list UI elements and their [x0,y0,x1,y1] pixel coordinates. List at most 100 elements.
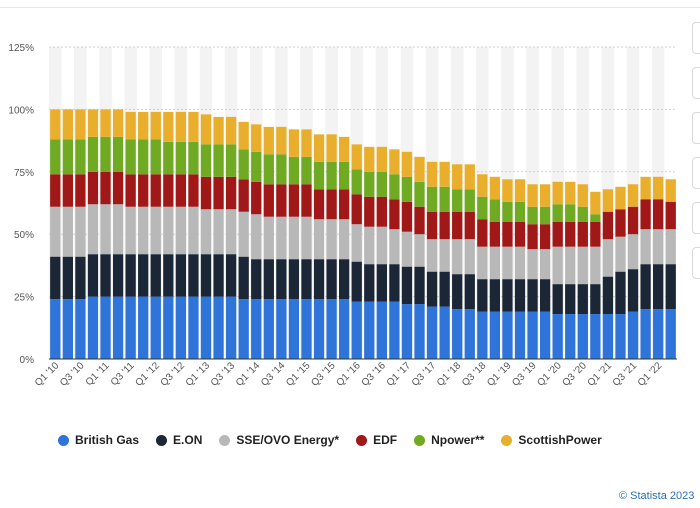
bar-segment [489,176,501,200]
bar-segment [339,259,350,300]
x-tick-label: Q1 '19 [485,360,514,389]
side-tool-button[interactable] [692,157,700,189]
bar-segment [125,206,136,255]
bar-segment [50,174,61,207]
bar-segment [238,211,249,257]
bar-segment [351,301,362,359]
bar-segment [653,229,664,265]
bar-segment [414,266,425,305]
bar-segment [439,186,450,212]
bar-segment [552,284,563,315]
legend-label: Npower** [431,433,485,447]
bar-segment [200,176,212,210]
legend-item[interactable]: E.ON [156,433,202,447]
bar-segment [213,144,224,177]
bar-segment [125,111,136,140]
bar-segment [100,204,111,255]
bar-segment [389,264,400,302]
bar-segment [527,184,538,207]
bar-segment [401,176,413,202]
bar-segment [225,116,237,145]
legend-item[interactable]: SSE/OVO Energy* [219,433,339,447]
bar-segment [301,216,312,260]
x-tick-label: Q1 '21 [586,360,615,389]
bar-segment [477,174,488,197]
bar-segment [602,189,614,212]
bar-segment [552,221,563,247]
bar-segment [653,199,664,230]
bar-segment [565,181,576,205]
bar-segment [238,121,249,150]
bar-segment [313,259,325,300]
bar-segment [87,136,99,172]
legend-item[interactable]: Npower** [414,433,484,447]
side-tool-button[interactable] [692,112,700,144]
x-tick-label: Q3 '12 [159,360,188,389]
side-tool-button[interactable] [692,67,700,99]
bar-segment [288,156,300,185]
bar-segment [439,271,450,307]
side-tool-button[interactable] [692,202,700,234]
y-tick-label: 100% [8,105,34,116]
legend-item[interactable]: ScottishPower [501,433,602,447]
bar-segment [150,254,161,297]
bar-segment [452,309,463,359]
bar-segment [288,184,300,217]
side-tool-button[interactable] [692,247,700,279]
bar-segment [426,161,438,187]
bar-segment [627,184,639,207]
bar-segment [100,296,111,359]
bar-segment [251,181,262,215]
bar-segment [200,209,212,255]
x-tick-label: Q3 '11 [109,360,137,388]
bar-segment [188,141,199,175]
bar-segment [577,314,588,359]
bar-segment [439,161,450,187]
side-tool-button[interactable] [692,22,700,54]
x-tick-label: Q1 '18 [435,360,464,389]
bar-segment [602,211,614,240]
bar-segment [590,221,601,247]
bar-segment [313,189,325,220]
bar-segment [590,214,601,222]
bar-segment [87,254,99,297]
bar-segment [75,174,86,207]
bar-segment [251,151,262,182]
bar-segment [339,161,350,190]
bar-segment [452,164,463,190]
bar-segment [364,171,375,197]
legend-item[interactable]: British Gas [58,433,139,447]
bar-segment [565,284,576,315]
bar-segment [188,206,199,255]
bar-segment [590,246,601,285]
bar-segment [326,299,337,359]
legend-swatch [156,434,168,446]
bar-segment [539,224,551,250]
bar-segment [502,221,513,247]
bar-segment [313,299,325,359]
bar-segment [539,206,551,225]
bar-segment [276,126,287,155]
bar-segment [539,311,551,359]
bar-segment [426,271,438,307]
bar-segment [376,171,387,197]
bar-segment [389,301,400,359]
bar-segment [188,174,199,207]
bar-segment [527,224,538,250]
bar-segment [502,201,513,222]
bar-segment [627,234,639,270]
statista-credit-link[interactable]: © Statista 2023 [619,490,695,502]
bar-segment [514,179,526,202]
x-tick-label: Q1 '22 [636,360,665,389]
bar-segment [514,201,526,222]
bar-segment [565,246,576,285]
bar-segment [238,179,249,212]
bar-segment [301,156,312,185]
bar-segment [364,146,375,172]
bar-segment [213,254,224,297]
bar-segment [339,189,350,220]
bar-segment [313,134,325,162]
bar-segment [175,254,187,297]
legend-item[interactable]: EDF [356,433,397,447]
